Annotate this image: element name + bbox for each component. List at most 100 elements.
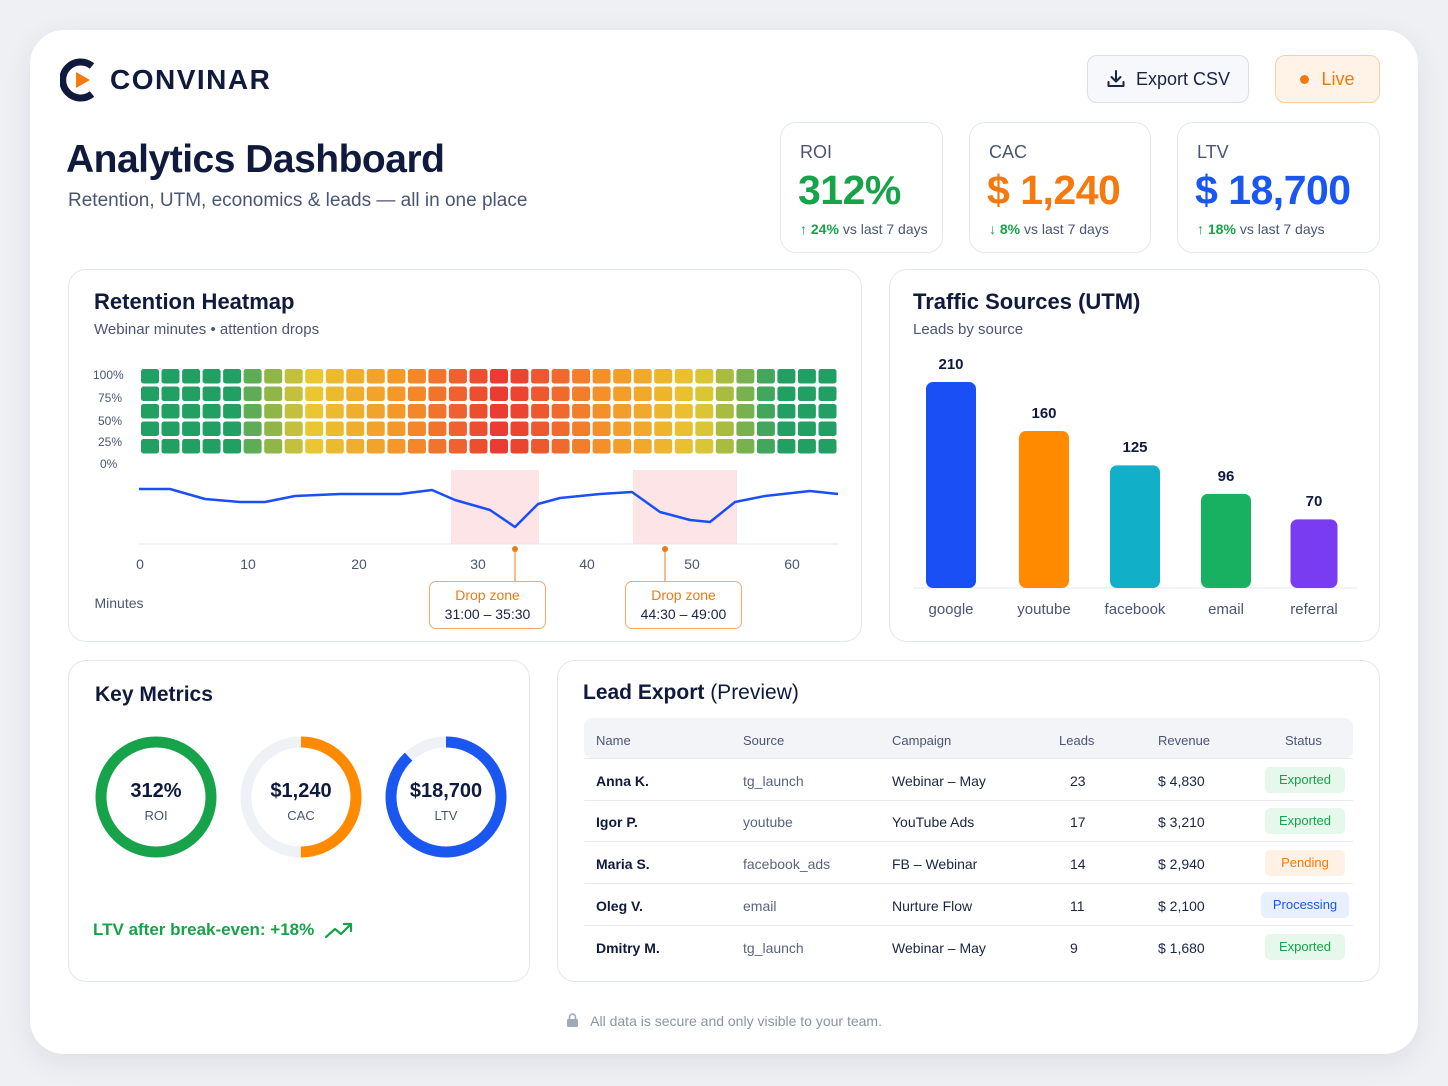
donut-value: 312%: [130, 780, 182, 802]
heatmap-cell: [428, 404, 447, 419]
heatmap-cell: [654, 386, 673, 401]
column-header-source[interactable]: Source: [743, 733, 785, 748]
drop-zone-marker: [512, 546, 518, 552]
heatmap-cell: [366, 439, 385, 454]
kpi-value: 312%: [798, 167, 901, 213]
bar-category-label: email: [1208, 601, 1244, 618]
column-header-revenue[interactable]: Revenue: [1158, 733, 1211, 748]
kpi-label: CAC: [989, 142, 1028, 162]
bar-google[interactable]: [926, 382, 976, 588]
page-title: Analytics Dashboard: [66, 138, 445, 181]
live-toggle-button[interactable]: Live: [1275, 55, 1380, 103]
donut-arc-ltv: [385, 736, 507, 858]
heatmap-cell: [572, 386, 591, 401]
heatmap-cell: [756, 369, 775, 384]
drop-zone-callout[interactable]: Drop zone 44:30 – 49:00: [625, 581, 742, 629]
donut-value: $18,700: [409, 780, 483, 802]
ltv-note: LTV after break-even: +18%: [93, 920, 354, 940]
heatmap-cell: [346, 439, 365, 454]
heatmap-cell: [736, 369, 755, 384]
bar-email[interactable]: [1201, 493, 1251, 588]
heatmap-cell: [695, 439, 714, 454]
heatmap-cell: [448, 404, 467, 419]
kpi-change-value: 24%: [810, 221, 839, 237]
donut-label: LTV: [434, 808, 458, 823]
download-icon: [1107, 70, 1125, 87]
heatmap-cell: [572, 369, 591, 384]
heatmap-cell: [182, 369, 201, 384]
traffic-subtitle: Leads by source: [913, 321, 1024, 338]
bar-referral[interactable]: [1290, 519, 1338, 588]
heatmap-cell: [223, 369, 242, 384]
heatmap-cell: [756, 404, 775, 419]
heatmap-cell: [366, 421, 385, 436]
heatmap-cell: [756, 439, 775, 454]
donut-arc-roi: [95, 736, 217, 858]
heatmap-cell: [325, 404, 344, 419]
heatmap-cell: [613, 439, 632, 454]
heatmap-cell: [777, 439, 796, 454]
drop-zone-callout[interactable]: Drop zone 31:00 – 35:30: [429, 581, 546, 629]
heatmap-cell: [387, 404, 406, 419]
brand-name: CONVINAR: [110, 64, 272, 95]
lock-icon: [567, 1013, 579, 1027]
heatmap-cell: [387, 439, 406, 454]
heatmap-cell: [777, 404, 796, 419]
cell-name: Anna K.: [596, 773, 649, 789]
heatmap-cell: [264, 386, 283, 401]
kpi-card-roi: ROI 312% ↑ 24% vs last 7 days: [780, 122, 943, 253]
heatmap-x-tick: 10: [240, 556, 256, 572]
heatmap-cell: [613, 404, 632, 419]
security-note-text: All data is secure and only visible to y…: [590, 1013, 882, 1029]
heatmap-cell: [469, 404, 488, 419]
cell-campaign: Nurture Flow: [892, 898, 973, 914]
cell-revenue: $ 2,940: [1158, 856, 1205, 872]
heatmap-y-tick: 0%: [100, 457, 118, 471]
retention-curve: [139, 487, 839, 529]
bar-facebook[interactable]: [1110, 465, 1160, 588]
heatmap-cell: [531, 439, 550, 454]
lead-export-title-suffix: (Preview): [704, 681, 799, 704]
heatmap-cell: [223, 386, 242, 401]
brand-logo[interactable]: CONVINAR: [60, 58, 271, 102]
kpi-label: ROI: [800, 142, 833, 162]
cell-campaign: Webinar – May: [892, 773, 986, 789]
heatmap-cell: [654, 369, 673, 384]
heatmap-cell: [531, 369, 550, 384]
row-divider: [584, 883, 1353, 884]
export-csv-button[interactable]: Export CSV: [1087, 55, 1249, 103]
security-note: All data is secure and only visible to y…: [0, 1013, 1448, 1029]
column-header-leads[interactable]: Leads: [1059, 733, 1095, 748]
heatmap-cell: [284, 439, 303, 454]
drop-zone-range: 31:00 – 35:30: [444, 606, 531, 622]
status-badge: Exported: [1265, 767, 1345, 793]
column-header-campaign[interactable]: Campaign: [892, 733, 952, 748]
column-header-name[interactable]: Name: [596, 733, 631, 748]
heatmap-cell: [161, 386, 180, 401]
heatmap-cell: [510, 421, 529, 436]
heatmap-y-tick: 25%: [98, 435, 123, 449]
heatmap-cell: [141, 386, 159, 401]
heatmap-cell: [674, 404, 693, 419]
heatmap-cell: [305, 404, 324, 419]
heatmap-cell: [346, 369, 365, 384]
heatmap-cell: [202, 439, 221, 454]
cell-campaign: YouTube Ads: [892, 814, 975, 830]
cell-leads: 9: [1070, 940, 1078, 956]
heatmap-x-tick: 50: [684, 556, 700, 572]
heatmap-cell: [592, 404, 611, 419]
column-header-status[interactable]: Status: [1285, 733, 1322, 748]
heatmap-cell: [715, 404, 734, 419]
retention-heatmap-card: [68, 269, 862, 642]
heatmap-cell: [592, 421, 611, 436]
bar-youtube[interactable]: [1019, 431, 1069, 588]
heatmap-cell: [695, 369, 714, 384]
drop-zone-label: Drop zone: [455, 587, 520, 603]
heatmap-cell: [510, 386, 529, 401]
heatmap-cell: [264, 404, 283, 419]
heatmap-cell: [161, 439, 180, 454]
heatmap-y-tick: 75%: [98, 391, 123, 405]
donut-value: $1,240: [270, 780, 332, 802]
heatmap-cell: [551, 439, 570, 454]
live-dot-icon: [1300, 74, 1310, 84]
